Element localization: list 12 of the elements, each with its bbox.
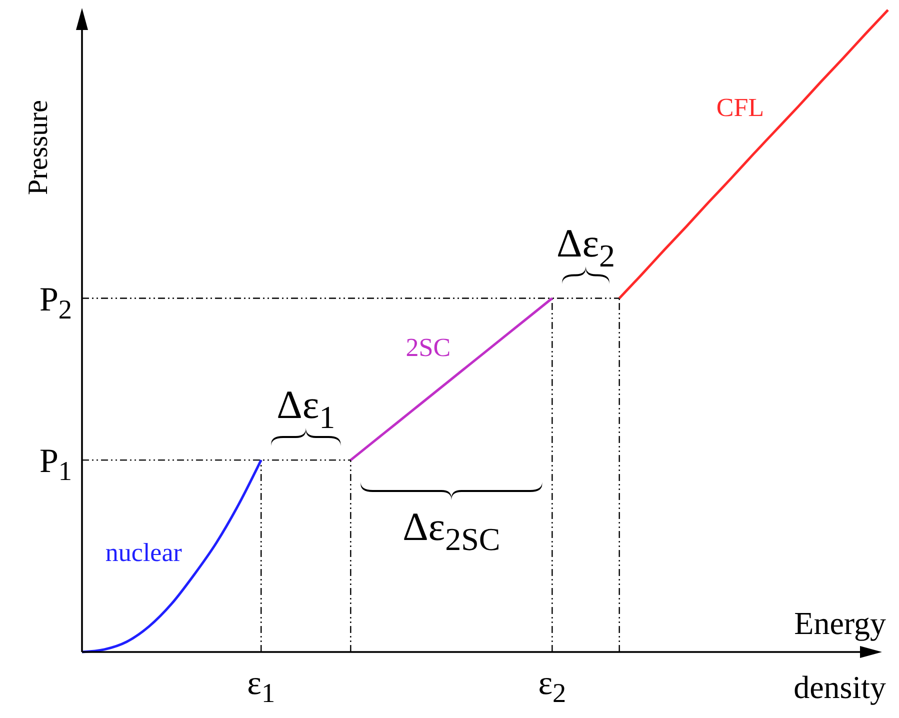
series-label: nuclear (105, 538, 182, 567)
series-label: 2SC (406, 333, 451, 362)
ref-line-label: P$_{2}$ (39, 281, 72, 324)
annotation: Δε$_{2}$ (556, 220, 616, 273)
x-axis-title: Energy density (794, 605, 886, 705)
series-label: CFL (716, 93, 764, 122)
y-axis-title: Pressure (23, 100, 54, 195)
ref-line-label: P$_{1}$ (39, 443, 72, 486)
x-tick-label: ε$_{1}$ (247, 665, 276, 708)
x-tick-label: ε$_{2}$ (538, 665, 566, 708)
annotation: Δε$_{1}$ (276, 382, 336, 435)
annotation: Δε$_{2SC}$ (402, 504, 500, 557)
